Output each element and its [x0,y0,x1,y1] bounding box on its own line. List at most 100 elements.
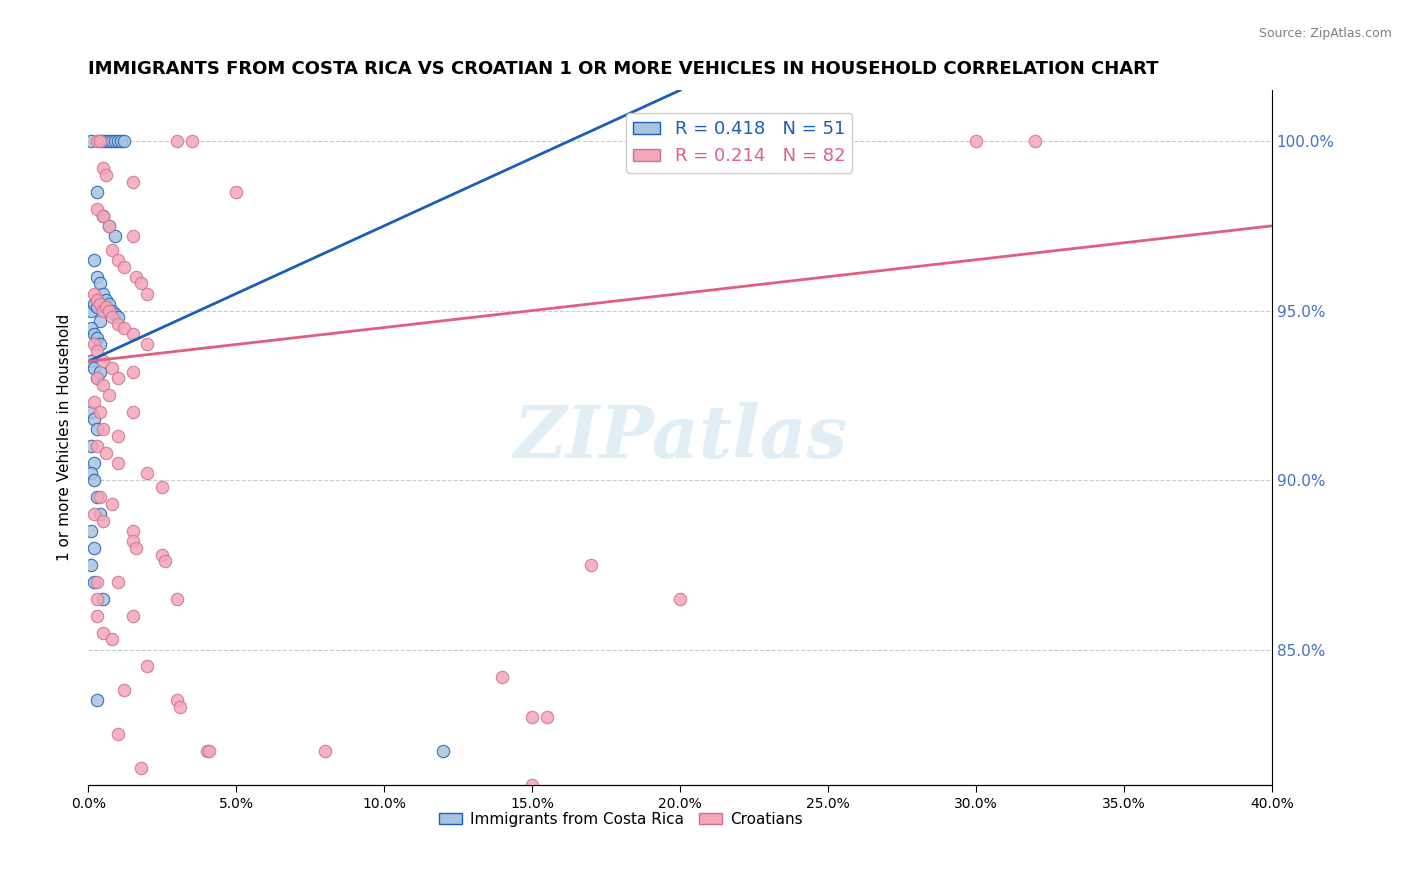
Croatians [94,300,117,314]
Croatians [86,202,108,216]
Croatians [107,317,129,331]
Immigrants from Costa Rica [101,303,124,318]
Croatians [83,507,105,521]
Croatians [97,219,120,233]
Immigrants from Costa Rica [91,591,114,606]
Croatians [965,134,987,148]
Croatians [83,395,105,409]
Immigrants from Costa Rica [89,314,111,328]
Croatians [180,134,202,148]
Immigrants from Costa Rica [89,507,111,521]
Immigrants from Costa Rica [83,361,105,376]
Immigrants from Costa Rica [91,286,114,301]
Immigrants from Costa Rica [83,252,105,267]
Immigrants from Costa Rica [86,693,108,707]
Croatians [107,574,129,589]
Croatians [121,608,143,623]
Immigrants from Costa Rica [83,574,105,589]
Croatians [89,134,111,148]
Croatians [153,554,176,568]
Immigrants from Costa Rica [101,134,124,148]
Croatians [1024,134,1046,148]
Croatians [581,558,603,572]
Immigrants from Costa Rica [80,405,103,419]
Immigrants from Costa Rica [107,134,129,148]
Immigrants from Costa Rica [89,134,111,148]
Immigrants from Costa Rica [80,439,103,453]
Croatians [121,405,143,419]
Croatians [91,378,114,392]
Croatians [112,683,135,698]
Croatians [97,388,120,402]
Immigrants from Costa Rica [432,744,454,758]
Croatians [166,591,188,606]
Croatians [101,361,124,376]
Croatians [86,293,108,308]
Immigrants from Costa Rica [110,134,132,148]
Croatians [91,354,114,368]
Immigrants from Costa Rica [112,134,135,148]
Immigrants from Costa Rica [83,327,105,342]
Immigrants from Costa Rica [83,297,105,311]
Croatians [97,303,120,318]
Croatians [91,514,114,528]
Croatians [101,497,124,511]
Croatians [121,524,143,538]
Croatians [536,710,558,724]
Immigrants from Costa Rica [80,354,103,368]
Croatians [195,744,218,758]
Croatians [124,541,146,555]
Immigrants from Costa Rica [83,541,105,555]
Croatians [131,277,153,291]
Croatians [121,534,143,549]
Croatians [314,744,336,758]
Croatians [136,659,159,673]
Croatians [94,168,117,182]
Croatians [124,269,146,284]
Croatians [669,591,692,606]
Immigrants from Costa Rica [80,467,103,481]
Immigrants from Costa Rica [97,134,120,148]
Croatians [491,670,513,684]
Immigrants from Costa Rica [104,134,127,148]
Croatians [166,134,188,148]
Croatians [169,700,191,714]
Croatians [150,548,173,562]
Croatians [94,446,117,460]
Croatians [91,303,114,318]
Croatians [136,337,159,351]
Immigrants from Costa Rica [80,134,103,148]
Croatians [91,625,114,640]
Croatians [112,260,135,274]
Immigrants from Costa Rica [86,185,108,199]
Croatians [86,591,108,606]
Immigrants from Costa Rica [97,219,120,233]
Croatians [107,727,129,741]
Croatians [121,327,143,342]
Croatians [83,286,105,301]
Croatians [101,243,124,257]
Croatians [101,310,124,325]
Immigrants from Costa Rica [86,422,108,436]
Croatians [112,320,135,334]
Croatians [136,286,159,301]
Croatians [91,209,114,223]
Immigrants from Costa Rica [89,365,111,379]
Croatians [121,365,143,379]
Immigrants from Costa Rica [86,331,108,345]
Immigrants from Costa Rica [94,134,117,148]
Croatians [131,761,153,775]
Croatians [89,297,111,311]
Croatians [83,337,105,351]
Croatians [86,608,108,623]
Immigrants from Costa Rica [80,320,103,334]
Croatians [121,229,143,244]
Immigrants from Costa Rica [83,456,105,470]
Croatians [136,467,159,481]
Croatians [86,344,108,359]
Croatians [520,710,543,724]
Immigrants from Costa Rica [86,490,108,504]
Croatians [107,456,129,470]
Immigrants from Costa Rica [89,337,111,351]
Croatians [101,632,124,647]
